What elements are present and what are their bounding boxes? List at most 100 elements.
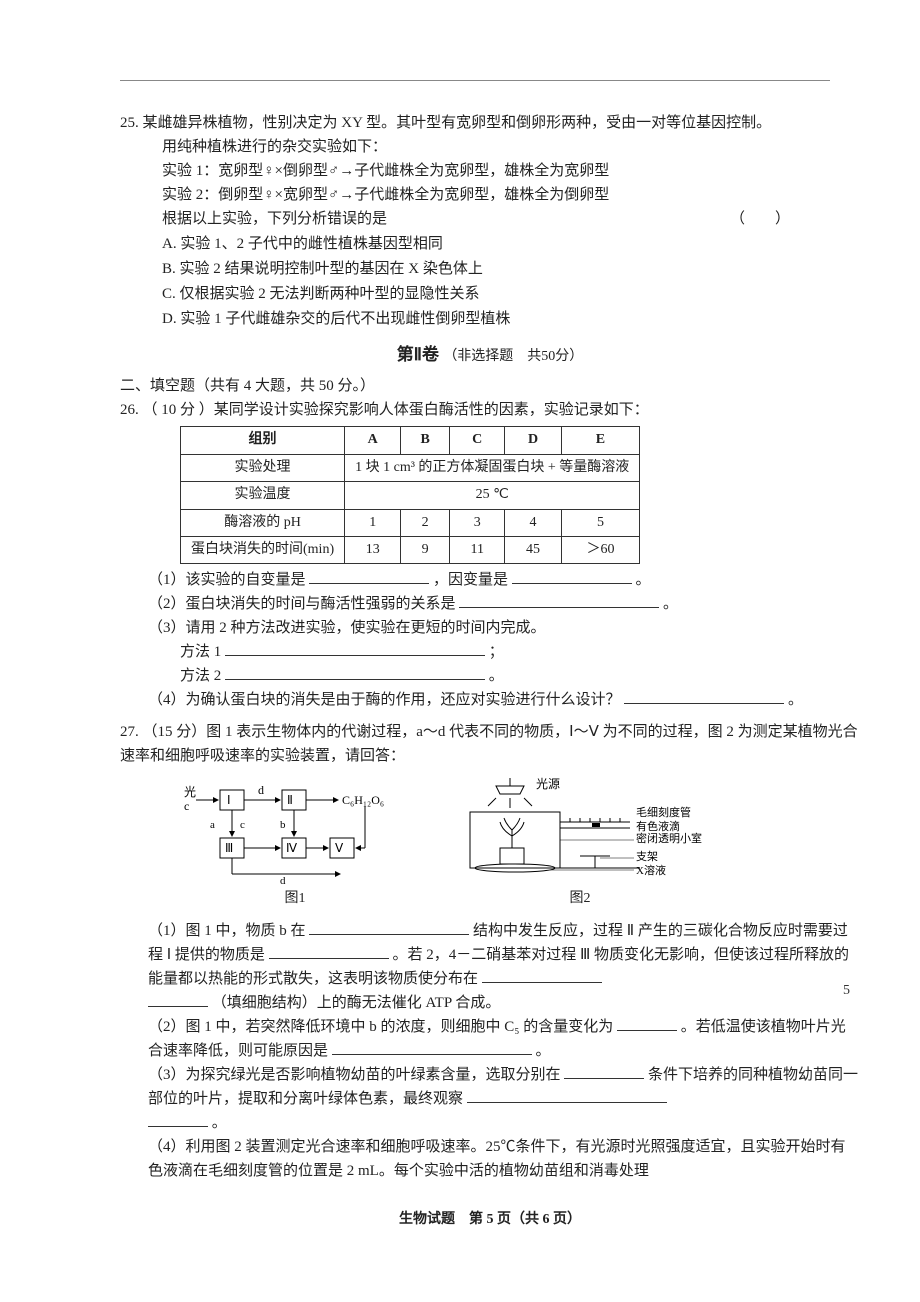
fig1-III: Ⅲ: [225, 841, 233, 855]
blank: [459, 592, 659, 608]
q25-opt-c: C. 仅根据实验 2 无法判断两种叶型的显隐性关系: [162, 282, 860, 306]
q26-number: 26.: [120, 402, 139, 418]
th-group: 组别: [181, 427, 345, 454]
q27-p3: （3）为探究绿光是否影响植物幼苗的叶绿素含量，选取分别在 条件下培养的同种植物幼…: [120, 1063, 860, 1135]
page-footer: 生物试题 第 5 页（共 6 页）: [120, 1209, 860, 1231]
q26-p2: （2）蛋白块消失的时间与酶活性强弱的关系是 。: [120, 592, 860, 616]
fig2-stand: 支架: [636, 850, 658, 863]
q27-p1a: （1）图 1 中，物质 b 在: [148, 923, 306, 939]
q27-p2: （2）图 1 中，若突然降低环境中 b 的浓度，则细胞中 C₅ 的含量变化为 。…: [120, 1015, 860, 1063]
q25-opt-a: A. 实验 1、2 子代中的雌性植株基因型相同: [162, 232, 860, 256]
question-27: 27. （15 分）图 1 表示生物体内的代谢过程，a～d 代表不同的物质，Ⅰ～…: [120, 720, 860, 1182]
blank: [332, 1039, 532, 1055]
q27-p1d: （填细胞结构）上的酶无法催化 ATP 合成。: [212, 995, 501, 1011]
exam-page: ‎ 25. 某雌雄异株植物，性别决定为 XY 型。其叶型有宽卵型和倒卵形两种，受…: [0, 0, 920, 1302]
table-row: 组别 A B C D E: [181, 427, 640, 454]
fig1-light: 光: [184, 785, 196, 799]
t-3: 11: [450, 536, 505, 563]
row-temp-label: 实验温度: [181, 482, 345, 509]
figures-row: 光 c Ⅰ d Ⅱ C₆H₁₂O₆ a c b: [180, 776, 860, 910]
question-25: 25. 某雌雄异株植物，性别决定为 XY 型。其叶型有宽卵型和倒卵形两种，受由一…: [120, 111, 860, 331]
blank: [269, 943, 389, 959]
blank: [482, 967, 602, 983]
q27-p1: （1）图 1 中，物质 b 在 结构中发生反应，过程 Ⅱ 产生的三碳化合物反应时…: [120, 919, 860, 1015]
q25-stem2: 用纯种植株进行的杂交实验如下：: [120, 135, 860, 159]
figure-1: 光 c Ⅰ d Ⅱ C₆H₁₂O₆ a c b: [180, 776, 410, 910]
svg-text:c: c: [240, 819, 245, 831]
blank: [309, 919, 469, 935]
q26-p2end: 。: [663, 596, 678, 612]
fig1-c: c: [184, 799, 189, 813]
th-a: A: [345, 427, 401, 454]
q26-p4-text: （4）为确认蛋白块的消失是由于酶的作用，还应对实验进行什么设计？: [148, 692, 621, 708]
fig1-d: d: [258, 783, 264, 797]
svg-text:d: d: [280, 875, 286, 886]
q27-p3a: （3）为探究绿光是否影响植物幼苗的叶绿素含量，选取分别在: [148, 1067, 561, 1083]
plant-icon: [500, 818, 524, 864]
q27-p4: （4）利用图 2 装置测定光合速率和细胞呼吸速率。25℃条件下，有光源时光照强度…: [120, 1135, 860, 1183]
q26-p1a: （1）该实验的自变量是: [148, 572, 306, 588]
blank: [624, 688, 784, 704]
ph-4: 4: [505, 509, 561, 536]
row-time-label: 蛋白块消失的时间(min): [181, 536, 345, 563]
fig2-caption: 图2: [450, 888, 710, 910]
blank: [617, 1015, 677, 1031]
period: 。: [489, 668, 504, 684]
th-c: C: [450, 427, 505, 454]
q26-p1b: ，因变量是: [433, 572, 508, 588]
top-rule: [120, 80, 830, 81]
fig1-I: Ⅰ: [227, 793, 231, 807]
q26-p3: （3）请用 2 种方法改进实验，使实验在更短的时间内完成。: [120, 616, 860, 640]
fig1-II: Ⅱ: [287, 793, 293, 807]
m1-label: 方法 1: [180, 644, 221, 660]
section-2-main: 第Ⅱ卷: [397, 345, 439, 364]
t-4: 45: [505, 536, 561, 563]
q25-ask: 根据以上实验，下列分析错误的是: [162, 211, 387, 227]
blank: [309, 568, 429, 584]
section-2-title: 第Ⅱ卷 （非选择题 共50分）: [120, 341, 860, 368]
fig1-IV: Ⅳ: [286, 841, 297, 855]
t-2: 9: [401, 536, 450, 563]
q25-number: 25.: [120, 115, 139, 131]
th-e: E: [561, 427, 640, 454]
ph-1: 1: [345, 509, 401, 536]
light-source-icon: [488, 778, 532, 808]
fig2-svg: 光源: [450, 776, 710, 886]
fig1-caption: 图1: [180, 888, 410, 910]
blank: [564, 1063, 644, 1079]
table-row: 蛋白块消失的时间(min) 13 9 11 45 ＞60: [181, 536, 640, 563]
th-b: B: [401, 427, 450, 454]
question-26: 26. （ 10 分 ）某同学设计实验探究影响人体蛋白酶活性的因素，实验记录如下…: [120, 398, 860, 712]
fig2-chamber: 密闭透明小室: [636, 831, 702, 845]
q27-number: 27.: [120, 724, 139, 740]
blank: [225, 640, 485, 656]
answer-paren: （ ）: [730, 207, 790, 231]
fig2-xsol: X溶液: [636, 863, 666, 877]
liquid-drop-icon: [592, 823, 600, 827]
table-row: 实验处理 1 块 1 cm³ 的正方体凝固蛋白块 + 等量酶溶液: [181, 454, 640, 481]
q25-exp1: 实验 1：宽卵型♀×倒卵型♂→子代雌株全为宽卵型，雄株全为宽卵型: [120, 159, 860, 183]
blank: [148, 1111, 208, 1127]
t-1: 13: [345, 536, 401, 563]
blank: [148, 991, 208, 1007]
q27-p2a: （2）图 1 中，若突然降低环境中 b 的浓度，则细胞中 C₅ 的含量变化为: [148, 1019, 613, 1035]
row-temp-val: 25 ℃: [345, 482, 640, 509]
fig2-light: 光源: [536, 777, 560, 791]
q27-p2c: 。: [536, 1043, 551, 1059]
fig1-svg: 光 c Ⅰ d Ⅱ C₆H₁₂O₆ a c b: [180, 776, 410, 886]
blank: [512, 568, 632, 584]
row-ph-label: 酶溶液的 pH: [181, 509, 345, 536]
fig1-glc: C₆H₁₂O₆: [342, 793, 384, 807]
q26-p2a: （2）蛋白块消失的时间与酶活性强弱的关系是: [148, 596, 456, 612]
fig2-tube: 毛细刻度管: [636, 805, 691, 819]
part2-heading: 二、填空题（共有 4 大题，共 50 分。）: [120, 374, 860, 398]
q26-p1c: 。: [636, 572, 651, 588]
ph-2: 2: [401, 509, 450, 536]
q25-opt-d: D. 实验 1 子代雌雄杂交的后代不出现雌性倒卵型植株: [162, 307, 860, 331]
table-row: 酶溶液的 pH 1 2 3 4 5: [181, 509, 640, 536]
m2-label: 方法 2: [180, 668, 221, 684]
t-5: ＞60: [561, 536, 640, 563]
q26-method2: 方法 2 。: [120, 664, 860, 688]
q25-exp2: 实验 2：倒卵型♀×宽卵型♂→子代雌株全为宽卵型，雄株全为倒卵型: [120, 183, 860, 207]
semi: ；: [489, 644, 504, 660]
